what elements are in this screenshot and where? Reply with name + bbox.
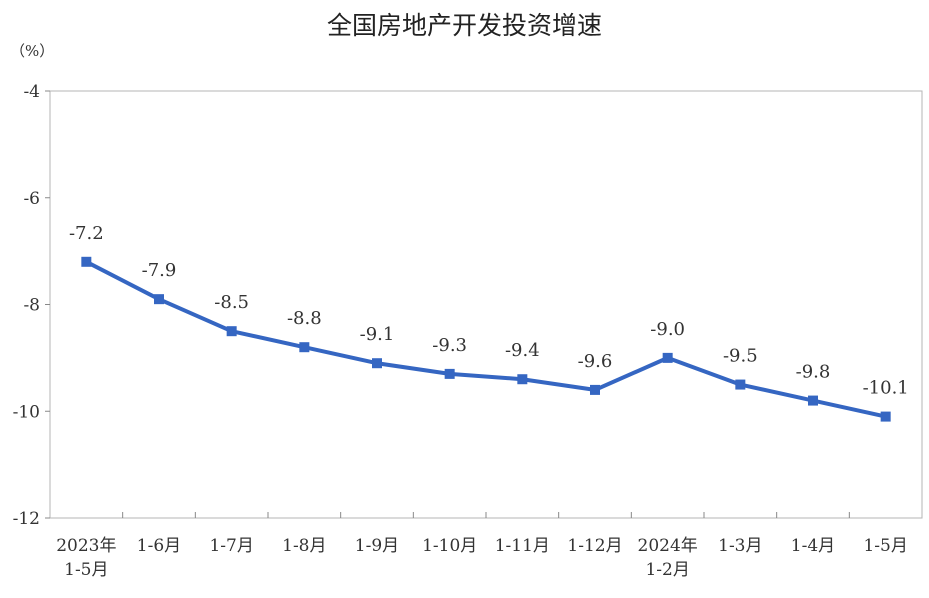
y-tick-label: -10: [13, 402, 40, 422]
data-point-marker: [372, 358, 382, 369]
x-category-label-line: 1-12月: [567, 536, 622, 556]
x-category-label-line: 1-2月: [645, 560, 689, 580]
x-category-label-line: 2023年: [56, 536, 116, 556]
y-tick-label: -12: [13, 509, 40, 529]
data-point-marker: [444, 368, 455, 379]
x-category-label-line: 1-4月: [791, 536, 835, 556]
data-value-label: -9.3: [432, 335, 467, 356]
x-category-label-line: 1-11月: [495, 536, 550, 556]
data-value-label: -8.5: [214, 292, 249, 313]
x-category-label: 2024年 1-2月: [638, 536, 698, 580]
x-category-label-line: 1-6月: [137, 536, 181, 556]
y-axis-unit-label: （%）: [10, 42, 55, 60]
y-tick-label: -4: [23, 82, 40, 102]
x-category-label: 1-12月: [567, 536, 622, 556]
x-category-label-line: 1-3月: [718, 536, 762, 556]
data-value-label: -9.5: [723, 346, 758, 367]
data-point-marker: [880, 411, 891, 422]
x-category-label: 1-3月: [718, 536, 762, 556]
x-category-label-line: 1-8月: [282, 536, 326, 556]
data-point-marker: [299, 342, 310, 353]
x-category-label: 1-4月: [791, 536, 835, 556]
data-value-label: -9.1: [360, 324, 395, 345]
x-category-label: 1-9月: [355, 536, 399, 556]
data-value-label: -8.8: [287, 308, 322, 329]
plot-frame: [49, 90, 923, 519]
data-point-marker: [154, 294, 164, 305]
x-category-label-line: 1-7月: [209, 536, 253, 556]
x-category-label-line: 1-10月: [422, 536, 477, 556]
y-tick-label: -6: [23, 189, 40, 209]
data-point-marker: [735, 379, 746, 390]
x-category-label: 1-5月: [863, 536, 907, 556]
chart-title: 全国房地产开发投资增速: [326, 11, 602, 40]
data-value-label: -9.8: [796, 362, 831, 383]
x-category-label: 2023年 1-5月: [56, 536, 116, 580]
data-value-label: -10.1: [863, 378, 909, 399]
x-category-label: 1-7月: [209, 536, 253, 556]
y-tick-label: -8: [23, 296, 40, 316]
data-point-marker: [590, 384, 600, 395]
x-category-label-line: 2024年: [638, 536, 698, 556]
x-category-label-line: 1-9月: [355, 536, 399, 556]
data-point-marker: [226, 326, 237, 337]
x-category-label: 1-6月: [137, 536, 181, 556]
data-point-marker: [808, 395, 818, 406]
series-line: [85, 260, 887, 419]
data-value-label: -9.6: [578, 351, 613, 372]
data-value-label: -7.9: [142, 260, 177, 281]
data-value-label: -9.0: [650, 319, 685, 340]
data-value-label: -7.2: [69, 223, 104, 244]
x-category-label: 1-10月: [422, 536, 477, 556]
x-category-label: 1-11月: [495, 536, 550, 556]
data-point-marker: [517, 374, 528, 385]
data-point-marker: [81, 256, 92, 267]
data-point-marker: [662, 352, 673, 363]
x-category-label: 1-8月: [282, 536, 326, 556]
data-value-label: -9.4: [505, 340, 540, 361]
x-category-label-line: 1-5月: [64, 560, 108, 580]
x-category-label-line: 1-5月: [863, 536, 907, 556]
